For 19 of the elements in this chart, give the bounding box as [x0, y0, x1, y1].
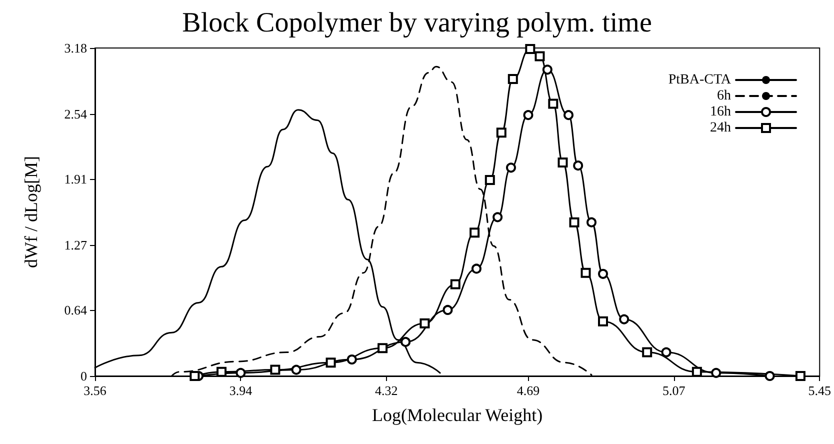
x-tick-label: 5.45: [808, 383, 831, 398]
legend-label: 16h: [710, 104, 731, 120]
x-tick-label: 3.56: [84, 383, 107, 398]
y-axis-title: dWf / dLog[M]: [21, 156, 41, 268]
x-tick-label: 4.32: [375, 383, 398, 398]
y-tick-label: 0: [80, 368, 87, 384]
y-tick-label: 1.91: [64, 171, 87, 186]
x-tick-label: 3.94: [229, 383, 253, 398]
legend-label: 24h: [710, 120, 731, 136]
y-tick-label: 0.64: [64, 302, 88, 318]
x-axis-title: Log(Molecular Weight): [372, 405, 543, 425]
chart-title: Block Copolymer by varying polym. time: [182, 8, 652, 38]
legend-label: PtBA-CTA: [668, 72, 732, 88]
y-tick-label: 3.18: [64, 40, 87, 56]
x-tick-label: 4.69: [516, 383, 540, 398]
legend-label: 6h: [717, 88, 731, 104]
y-tick-label: 2.54: [64, 106, 88, 122]
x-tick-label: 5.07: [662, 383, 686, 398]
y-tick-label: 1.27: [64, 238, 88, 253]
